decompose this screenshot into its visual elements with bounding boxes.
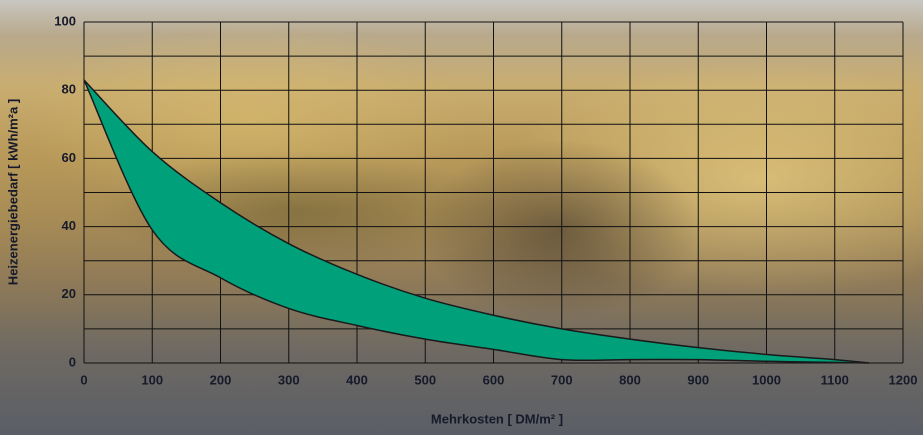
x-tick-label: 0 — [80, 372, 87, 387]
y-tick-label: 20 — [62, 286, 76, 301]
x-tick-label: 1000 — [752, 372, 781, 387]
x-tick-label: 500 — [414, 372, 436, 387]
y-tick-label: 0 — [69, 354, 76, 369]
y-axis-label: Heizenergiebedarf [ kWh/m²a ] — [5, 99, 20, 285]
x-tick-label: 200 — [210, 372, 232, 387]
x-tick-label: 800 — [619, 372, 641, 387]
y-tick-label: 40 — [62, 218, 76, 233]
y-tick-label: 80 — [62, 82, 76, 97]
x-tick-label: 900 — [687, 372, 709, 387]
y-tick-label: 60 — [62, 150, 76, 165]
x-tick-label: 1100 — [821, 372, 849, 387]
chart: Mehrkosten [ DM/m² ] Heizenergiebedarf [… — [0, 0, 923, 435]
x-axis-label: Mehrkosten [ DM/m² ] — [431, 411, 563, 426]
y-tick-label: 100 — [54, 13, 76, 28]
x-tick-label: 100 — [141, 372, 163, 387]
x-tick-label: 400 — [346, 372, 368, 387]
chart-background: Mehrkosten [ DM/m² ] Heizenergiebedarf [… — [0, 0, 923, 435]
x-tick-label: 700 — [551, 372, 573, 387]
band-area — [84, 80, 869, 363]
x-tick-label: 300 — [278, 372, 300, 387]
x-tick-label: 600 — [483, 372, 505, 387]
x-tick-label: 1200 — [889, 372, 918, 387]
